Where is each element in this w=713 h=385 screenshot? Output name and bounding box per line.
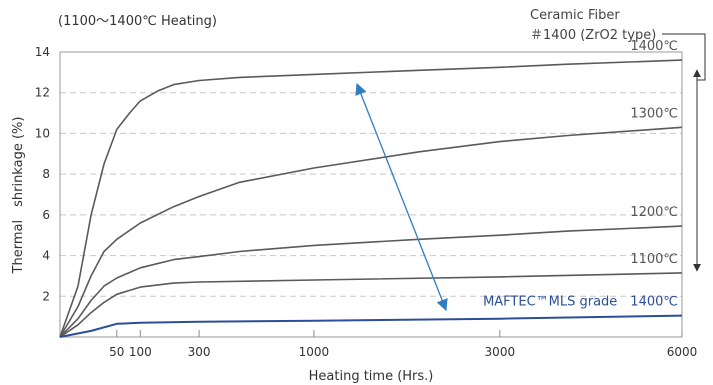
y-tick-label: 4 bbox=[42, 249, 50, 263]
series-line bbox=[59, 314, 683, 338]
series-label: 1400℃ bbox=[630, 39, 678, 54]
y-tick-label: 12 bbox=[35, 86, 50, 100]
series-line bbox=[59, 126, 683, 338]
x-ticks: 50 100 300 1000 3000 6000 bbox=[109, 330, 697, 359]
series-label: 1300℃ bbox=[630, 106, 678, 121]
x-tick-label: 50 bbox=[109, 345, 124, 359]
series-line bbox=[59, 225, 683, 338]
x-tick-label: 3000 bbox=[485, 345, 516, 359]
y-tick-label: 14 bbox=[35, 45, 50, 59]
y-tick-label: 10 bbox=[35, 126, 50, 140]
series-label: 1100℃ bbox=[630, 252, 678, 267]
gridlines bbox=[60, 92, 682, 297]
x-axis-label: Heating time (Hrs.) bbox=[309, 369, 434, 384]
comparison-arrow bbox=[355, 82, 448, 312]
x-tick-label: 100 bbox=[129, 345, 152, 359]
series-labels: 1400℃ 1300℃ 1200℃ 1100℃ MAFTEC™MLS grade 140… bbox=[483, 39, 678, 309]
plot-area-frame bbox=[59, 51, 683, 338]
y-tick-label: 2 bbox=[42, 289, 50, 303]
y-axis-label: Thermal shrinkage (%) bbox=[11, 117, 26, 275]
y-tick-label: 8 bbox=[42, 167, 50, 181]
series-line bbox=[59, 59, 683, 338]
series-label: 1200℃ bbox=[630, 205, 678, 220]
x-tick-label: 1000 bbox=[299, 345, 330, 359]
x-tick-label: 6000 bbox=[667, 345, 698, 359]
y-ticks: 2 4 6 8 10 12 14 bbox=[35, 45, 50, 303]
ceramic-fiber-type-label: ＃1400 (ZrO2 type) bbox=[530, 28, 656, 43]
ceramic-fiber-label: Ceramic Fiber bbox=[530, 8, 620, 23]
series-label: MAFTEC™MLS grade 1400℃ bbox=[483, 295, 678, 310]
chart-title: (1100〜1400℃ Heating) bbox=[58, 14, 217, 29]
ceramic-fiber-bracket bbox=[662, 33, 706, 81]
x-tick-label: 300 bbox=[188, 345, 211, 359]
y-tick-label: 6 bbox=[42, 208, 50, 222]
